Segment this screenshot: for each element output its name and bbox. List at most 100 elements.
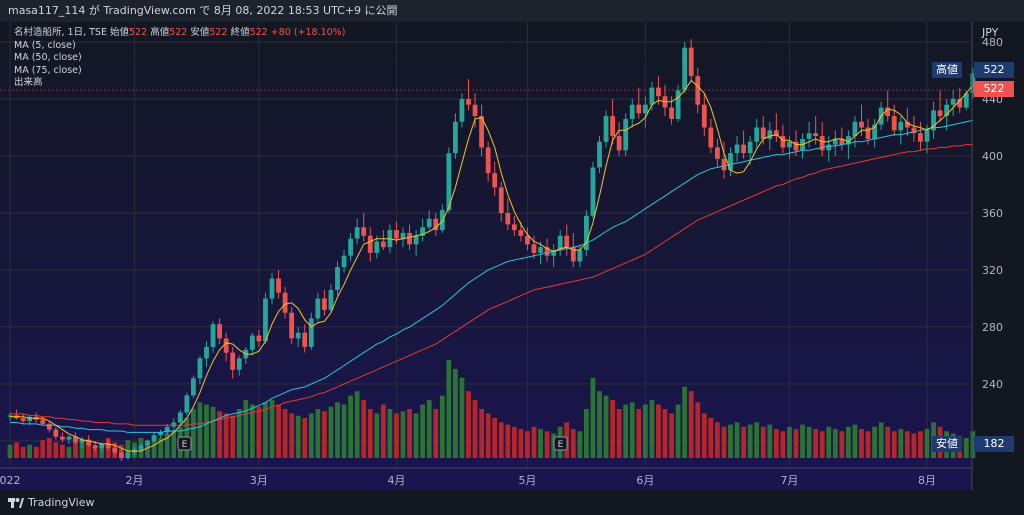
candle-body: [708, 127, 714, 148]
volume-bar: [407, 409, 412, 458]
earnings-marker[interactable]: E: [553, 436, 568, 451]
candle-body: [623, 118, 629, 151]
candle-body: [577, 250, 583, 262]
candle-body: [158, 432, 164, 436]
volume-bar: [230, 415, 236, 458]
volume-bar: [249, 404, 255, 458]
volume-bar: [675, 404, 681, 458]
volume-bar: [656, 404, 661, 458]
tradingview-logo[interactable]: TradingView: [8, 496, 94, 509]
volume-bar: [40, 440, 46, 458]
volume-bar: [963, 437, 969, 458]
candle-body: [46, 423, 52, 430]
earnings-marker[interactable]: E: [177, 436, 192, 451]
earnings-e-icon: E: [182, 440, 188, 450]
volume-bar: [204, 404, 209, 458]
legend-volume[interactable]: 出来高: [14, 77, 43, 88]
high-tag-value: 522: [974, 62, 1014, 78]
candle-body: [7, 415, 13, 417]
candle-body: [787, 141, 792, 148]
candle-body: [485, 147, 491, 174]
candle-body: [518, 230, 524, 236]
candle-body: [832, 138, 838, 145]
candle-body: [249, 335, 255, 350]
candle-body: [839, 138, 845, 145]
volume-bar: [813, 429, 819, 458]
volume-bar: [885, 426, 891, 458]
candle-body: [747, 141, 753, 154]
volume-bar: [623, 404, 629, 458]
price-tick-label: 360: [982, 207, 1003, 220]
candle-body: [944, 104, 950, 117]
volume-bar: [701, 413, 707, 458]
footer: TradingView: [0, 490, 1024, 515]
candle-body: [459, 99, 465, 122]
candle-body: [557, 235, 563, 251]
legend-ma75[interactable]: MA (75, close): [14, 64, 82, 76]
ohlc-row: 名村造船所, 1日, TSE 始値522 高値522 安値522 終値522 +…: [14, 27, 346, 38]
volume-bar: [715, 422, 720, 458]
candle-body: [118, 452, 124, 459]
volume-bar: [872, 426, 877, 458]
volume-bar: [747, 424, 753, 458]
volume-bar: [846, 426, 851, 458]
volume-bar: [590, 377, 596, 458]
candle-body: [79, 439, 85, 443]
volume-bar: [302, 417, 308, 458]
candle-body: [230, 352, 236, 370]
candle-body: [642, 104, 648, 114]
volume-bar: [125, 440, 131, 458]
candle-body: [721, 158, 727, 171]
publish-info: masa117_114 が TradingView.com で 8月 08, 2…: [8, 4, 398, 17]
time-tick-label: 8月: [918, 474, 936, 487]
high-value: 522: [169, 27, 188, 38]
volume-bar: [832, 429, 838, 458]
candle-body: [819, 136, 825, 151]
candle-body: [295, 332, 301, 339]
time-tick-label: 6月: [636, 474, 654, 487]
volume-bar: [79, 440, 85, 458]
candle-body: [105, 443, 111, 449]
volume-bar: [511, 426, 517, 458]
volume-bar: [60, 444, 65, 458]
candle-body: [688, 47, 694, 77]
candle-body: [328, 289, 334, 310]
legend-ma5[interactable]: MA (5, close): [14, 39, 76, 51]
volume-bar: [394, 413, 399, 458]
volume-bar: [426, 400, 432, 458]
candle-body: [407, 232, 412, 245]
high-tag-label: 高値: [932, 62, 962, 78]
volume-bar: [708, 417, 714, 458]
volume-bar: [924, 429, 930, 458]
volume-bar: [780, 431, 786, 458]
volume-bar: [46, 437, 52, 458]
volume-bar: [603, 395, 609, 458]
volume-bar: [629, 402, 635, 458]
chart-area[interactable]: 200240280320360400440480560 0222月3月4月5月6…: [0, 22, 1024, 490]
volume-bar: [282, 409, 288, 458]
volume-bar: [7, 444, 13, 458]
candle-body: [701, 104, 707, 128]
time-axis[interactable]: 022 2月 3月 4月 5月 6月 7月 8月: [0, 474, 936, 487]
candle-body: [472, 104, 478, 117]
candlesticks: [7, 39, 976, 461]
time-tick-label: 4月: [387, 474, 405, 487]
candle-body: [380, 241, 386, 248]
candle-body: [361, 227, 367, 236]
volume-bar: [413, 413, 419, 458]
volume-bar: [662, 409, 668, 458]
volume-bar: [322, 411, 327, 458]
volume-bar: [865, 431, 871, 458]
volume-bar: [197, 402, 203, 458]
close-value: 522: [249, 27, 268, 38]
price-chart[interactable]: 200240280320360400440480560 0222月3月4月5月6…: [0, 22, 1024, 490]
candle-body: [931, 110, 936, 131]
price-tick-label: 240: [982, 378, 1003, 391]
candle-body: [433, 218, 439, 231]
currency-label: JPY: [981, 26, 999, 39]
candle-body: [60, 436, 65, 440]
volume-bar: [695, 402, 701, 458]
volume-bar: [970, 431, 976, 458]
candle-body: [636, 104, 642, 114]
legend-ma50[interactable]: MA (50, close): [14, 52, 82, 63]
